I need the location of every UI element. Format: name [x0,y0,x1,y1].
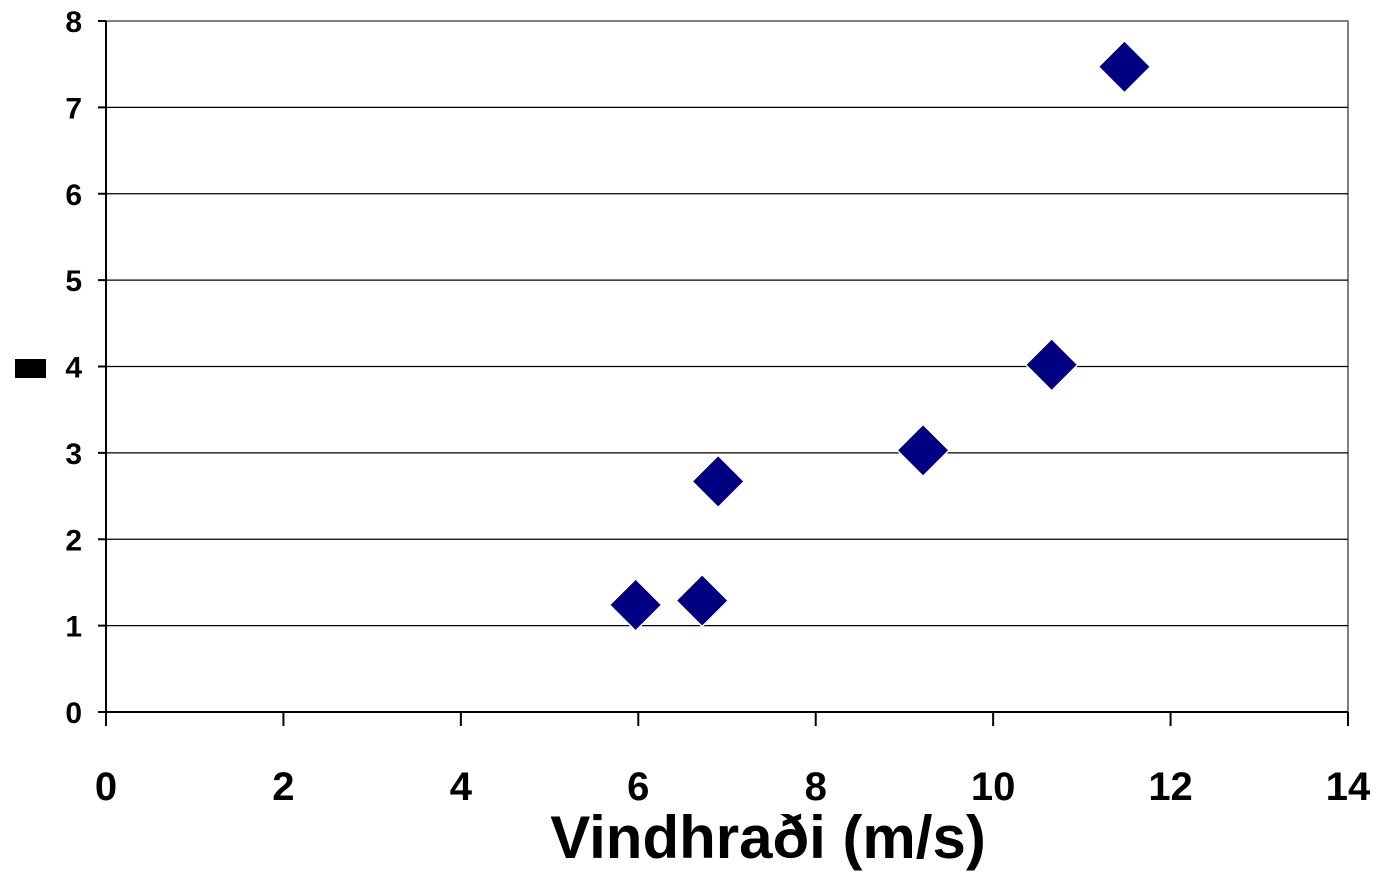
x-tick-label: 0 [95,765,117,809]
x-tick-label: 14 [1326,765,1371,809]
data-point [1097,39,1152,94]
data-point [691,454,746,509]
y-tick-label: 3 [65,438,82,471]
x-tick-label: 6 [627,765,649,809]
data-points [608,39,1152,632]
data-point [675,573,730,628]
axes [98,20,1349,726]
x-axis-label: Vindhraði (m/s) [550,804,986,871]
gridlines [106,106,1348,627]
data-point [895,423,951,478]
y-tick-label: 7 [65,92,82,125]
y-tick-label: 6 [65,179,82,212]
x-tick-label: 8 [805,765,827,809]
y-tick-label: 1 [65,611,82,644]
y-tick-label: 8 [65,6,82,39]
x-tick-label: 12 [1148,765,1193,809]
data-point [1024,337,1079,392]
x-tick-label: 10 [971,765,1016,809]
legend-key [15,359,46,378]
y-tick-label: 0 [65,697,82,730]
data-point [608,577,663,632]
x-tick-label: 2 [272,765,294,809]
y-tick-label: 4 [65,352,82,385]
y-tick-label: 2 [65,524,82,557]
y-tick-label: 5 [65,265,82,298]
x-tick-label: 4 [450,765,473,809]
